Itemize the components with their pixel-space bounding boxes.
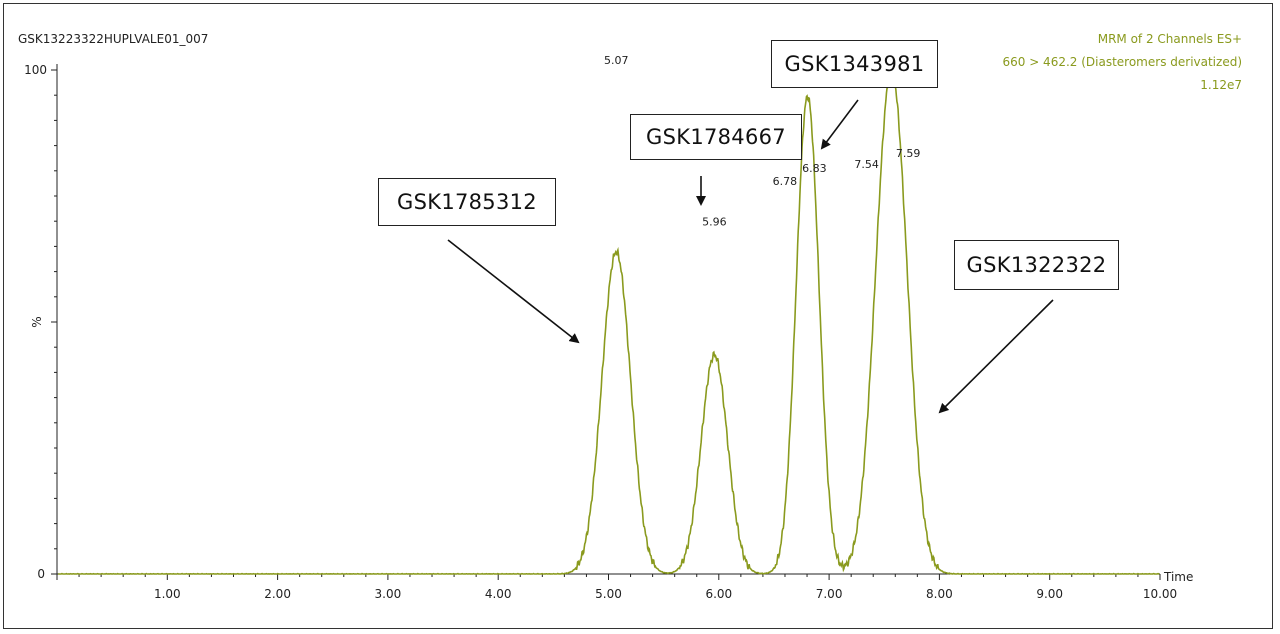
arrow-gsk1322322 xyxy=(938,299,1054,414)
channel-info-line1: MRM of 2 Channels ES+ xyxy=(1097,32,1242,46)
y-tick-label-100: 100 xyxy=(24,63,47,77)
x-tick-label: 4.00 xyxy=(485,587,512,601)
peak-label-7-59: 7.59 xyxy=(896,147,921,160)
callout-gsk1784667: GSK1784667 xyxy=(630,114,802,160)
y-axis-label: % xyxy=(30,316,44,327)
callout-gsk1785312: GSK1785312 xyxy=(378,178,556,226)
x-tick-label: 7.00 xyxy=(816,587,843,601)
x-tick-label: 8.00 xyxy=(926,587,953,601)
sample-name: GSK13223322HUPLVALE01_007 xyxy=(18,32,209,46)
peak-label-6-78: 6.78 xyxy=(773,175,798,188)
callout-gsk1343981: GSK1343981 xyxy=(771,40,938,88)
arrow-gsk1343981 xyxy=(820,99,859,150)
x-tick-label: 2.00 xyxy=(264,587,291,601)
x-tick-label: 9.00 xyxy=(1036,587,1063,601)
x-tick-label: 5.00 xyxy=(595,587,622,601)
axis-ticks: 1.00 2.00 3.00 4.00 5.00 6.00 7.00 8.00 9.00 10.0… xyxy=(24,63,1177,601)
x-tick-label: 1.00 xyxy=(154,587,181,601)
axes xyxy=(56,64,1160,575)
peak-label-7-54: 7.54 xyxy=(854,158,879,171)
peak-labels: 5.07 5.96 6.78 6.83 7.54 7.59 xyxy=(604,54,920,228)
chromatogram-trace xyxy=(57,68,1160,575)
peak-label-6-83: 6.83 xyxy=(802,162,827,175)
x-tick-label: 6.00 xyxy=(705,587,732,601)
arrow-gsk1785312 xyxy=(447,239,580,344)
channel-info-intensity: 1.12e7 xyxy=(1200,78,1242,92)
channel-info-line2: 660 > 462.2 (Diasteromers derivatized) xyxy=(1002,55,1242,69)
peak-label-5-07: 5.07 xyxy=(604,54,629,67)
x-tick-label: 3.00 xyxy=(375,587,402,601)
y-tick-label-0: 0 xyxy=(37,567,45,581)
callout-arrows xyxy=(447,99,1054,414)
callout-gsk1322322: GSK1322322 xyxy=(954,240,1119,290)
x-tick-label: 10.00 xyxy=(1143,587,1177,601)
x-axis-label: Time xyxy=(1163,570,1193,584)
chromatogram-panel xyxy=(3,3,1273,629)
peak-label-5-96: 5.96 xyxy=(702,215,727,228)
